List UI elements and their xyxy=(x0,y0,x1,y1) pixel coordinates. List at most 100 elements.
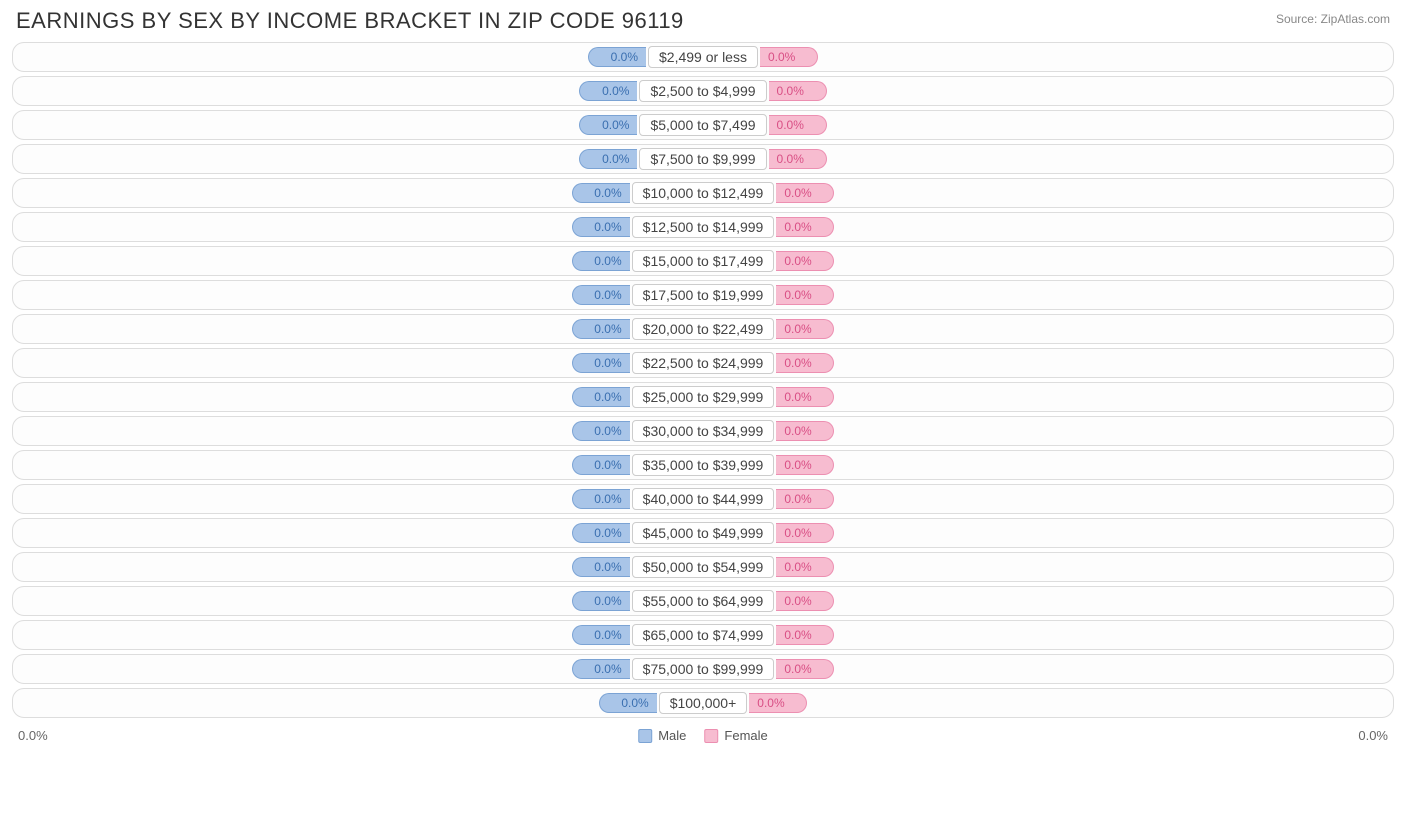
male-value-pill: 0.0% xyxy=(572,455,630,475)
male-value-pill: 0.0% xyxy=(572,183,630,203)
chart-row: 0.0%$5,000 to $7,4990.0% xyxy=(12,110,1394,140)
row-center-group: 0.0%$75,000 to $99,9990.0% xyxy=(572,658,835,680)
male-value-pill: 0.0% xyxy=(572,217,630,237)
x-axis-left-label: 0.0% xyxy=(18,728,48,743)
male-value-pill: 0.0% xyxy=(572,319,630,339)
female-value-pill: 0.0% xyxy=(776,217,834,237)
row-track: 0.0%$20,000 to $22,4990.0% xyxy=(12,314,1394,344)
chart-title: EARNINGS BY SEX BY INCOME BRACKET IN ZIP… xyxy=(16,8,684,34)
male-value-pill: 0.0% xyxy=(572,387,630,407)
female-value-pill: 0.0% xyxy=(776,659,834,679)
bracket-label: $2,499 or less xyxy=(648,46,758,68)
female-value-pill: 0.0% xyxy=(776,557,834,577)
row-center-group: 0.0%$22,500 to $24,9990.0% xyxy=(572,352,835,374)
legend-label-male: Male xyxy=(658,728,686,743)
female-value-pill: 0.0% xyxy=(776,523,834,543)
row-center-group: 0.0%$30,000 to $34,9990.0% xyxy=(572,420,835,442)
row-center-group: 0.0%$65,000 to $74,9990.0% xyxy=(572,624,835,646)
row-center-group: 0.0%$7,500 to $9,9990.0% xyxy=(579,148,826,170)
male-value-pill: 0.0% xyxy=(599,693,657,713)
chart-row: 0.0%$100,000+0.0% xyxy=(12,688,1394,718)
bracket-label: $65,000 to $74,999 xyxy=(632,624,775,646)
chart-footer: 0.0% Male Female 0.0% xyxy=(0,722,1406,746)
row-center-group: 0.0%$100,000+0.0% xyxy=(599,692,808,714)
female-value-pill: 0.0% xyxy=(769,115,827,135)
bracket-label: $22,500 to $24,999 xyxy=(632,352,775,374)
row-track: 0.0%$7,500 to $9,9990.0% xyxy=(12,144,1394,174)
legend-label-female: Female xyxy=(724,728,767,743)
male-value-pill: 0.0% xyxy=(572,353,630,373)
row-track: 0.0%$30,000 to $34,9990.0% xyxy=(12,416,1394,446)
bracket-label: $35,000 to $39,999 xyxy=(632,454,775,476)
legend-swatch-male xyxy=(638,729,652,743)
chart-row: 0.0%$30,000 to $34,9990.0% xyxy=(12,416,1394,446)
male-value-pill: 0.0% xyxy=(572,421,630,441)
female-value-pill: 0.0% xyxy=(776,489,834,509)
chart-row: 0.0%$7,500 to $9,9990.0% xyxy=(12,144,1394,174)
female-value-pill: 0.0% xyxy=(776,285,834,305)
chart-row: 0.0%$12,500 to $14,9990.0% xyxy=(12,212,1394,242)
chart-body: 0.0%$2,499 or less0.0%0.0%$2,500 to $4,9… xyxy=(0,38,1406,718)
bracket-label: $15,000 to $17,499 xyxy=(632,250,775,272)
chart-row: 0.0%$40,000 to $44,9990.0% xyxy=(12,484,1394,514)
chart-row: 0.0%$75,000 to $99,9990.0% xyxy=(12,654,1394,684)
female-value-pill: 0.0% xyxy=(776,625,834,645)
chart-row: 0.0%$50,000 to $54,9990.0% xyxy=(12,552,1394,582)
bracket-label: $20,000 to $22,499 xyxy=(632,318,775,340)
male-value-pill: 0.0% xyxy=(572,251,630,271)
bracket-label: $17,500 to $19,999 xyxy=(632,284,775,306)
chart-row: 0.0%$2,499 or less0.0% xyxy=(12,42,1394,72)
legend-swatch-female xyxy=(704,729,718,743)
row-track: 0.0%$15,000 to $17,4990.0% xyxy=(12,246,1394,276)
female-value-pill: 0.0% xyxy=(769,149,827,169)
male-value-pill: 0.0% xyxy=(572,659,630,679)
bracket-label: $100,000+ xyxy=(659,692,748,714)
row-track: 0.0%$75,000 to $99,9990.0% xyxy=(12,654,1394,684)
row-track: 0.0%$45,000 to $49,9990.0% xyxy=(12,518,1394,548)
male-value-pill: 0.0% xyxy=(579,115,637,135)
row-track: 0.0%$40,000 to $44,9990.0% xyxy=(12,484,1394,514)
row-center-group: 0.0%$15,000 to $17,4990.0% xyxy=(572,250,835,272)
female-value-pill: 0.0% xyxy=(776,455,834,475)
row-center-group: 0.0%$12,500 to $14,9990.0% xyxy=(572,216,835,238)
bracket-label: $10,000 to $12,499 xyxy=(632,182,775,204)
bracket-label: $45,000 to $49,999 xyxy=(632,522,775,544)
female-value-pill: 0.0% xyxy=(776,421,834,441)
row-track: 0.0%$5,000 to $7,4990.0% xyxy=(12,110,1394,140)
row-center-group: 0.0%$17,500 to $19,9990.0% xyxy=(572,284,835,306)
female-value-pill: 0.0% xyxy=(776,353,834,373)
female-value-pill: 0.0% xyxy=(776,591,834,611)
row-track: 0.0%$12,500 to $14,9990.0% xyxy=(12,212,1394,242)
bracket-label: $30,000 to $34,999 xyxy=(632,420,775,442)
female-value-pill: 0.0% xyxy=(776,251,834,271)
bracket-label: $5,000 to $7,499 xyxy=(639,114,766,136)
row-center-group: 0.0%$2,500 to $4,9990.0% xyxy=(579,80,826,102)
chart-row: 0.0%$15,000 to $17,4990.0% xyxy=(12,246,1394,276)
chart-row: 0.0%$22,500 to $24,9990.0% xyxy=(12,348,1394,378)
row-track: 0.0%$65,000 to $74,9990.0% xyxy=(12,620,1394,650)
x-axis-right-label: 0.0% xyxy=(1358,728,1388,743)
chart-header: EARNINGS BY SEX BY INCOME BRACKET IN ZIP… xyxy=(0,0,1406,38)
row-center-group: 0.0%$50,000 to $54,9990.0% xyxy=(572,556,835,578)
bracket-label: $55,000 to $64,999 xyxy=(632,590,775,612)
chart-row: 0.0%$65,000 to $74,9990.0% xyxy=(12,620,1394,650)
female-value-pill: 0.0% xyxy=(776,319,834,339)
legend-item-male: Male xyxy=(638,728,686,743)
bracket-label: $40,000 to $44,999 xyxy=(632,488,775,510)
row-track: 0.0%$17,500 to $19,9990.0% xyxy=(12,280,1394,310)
bracket-label: $12,500 to $14,999 xyxy=(632,216,775,238)
chart-row: 0.0%$10,000 to $12,4990.0% xyxy=(12,178,1394,208)
row-track: 0.0%$2,500 to $4,9990.0% xyxy=(12,76,1394,106)
bracket-label: $75,000 to $99,999 xyxy=(632,658,775,680)
row-track: 0.0%$22,500 to $24,9990.0% xyxy=(12,348,1394,378)
male-value-pill: 0.0% xyxy=(588,47,646,67)
row-center-group: 0.0%$20,000 to $22,4990.0% xyxy=(572,318,835,340)
bracket-label: $2,500 to $4,999 xyxy=(639,80,766,102)
chart-row: 0.0%$17,500 to $19,9990.0% xyxy=(12,280,1394,310)
chart-row: 0.0%$55,000 to $64,9990.0% xyxy=(12,586,1394,616)
male-value-pill: 0.0% xyxy=(579,81,637,101)
bracket-label: $50,000 to $54,999 xyxy=(632,556,775,578)
bracket-label: $7,500 to $9,999 xyxy=(639,148,766,170)
row-track: 0.0%$100,000+0.0% xyxy=(12,688,1394,718)
row-track: 0.0%$55,000 to $64,9990.0% xyxy=(12,586,1394,616)
